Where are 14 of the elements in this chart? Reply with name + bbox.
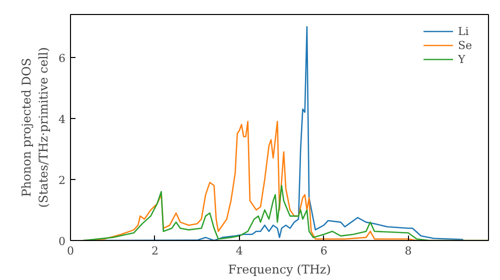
legend-label: Li <box>458 24 470 38</box>
x-axis-title: Frequency (THz) <box>228 262 331 276</box>
legend-label: Y <box>458 52 466 66</box>
x-tick-label: 6 <box>320 244 328 258</box>
y-tick-label: 0 <box>58 235 66 248</box>
y-axis-title: Phonon projected DOS (States/THz·primitive cell) <box>20 47 50 208</box>
x-tick-label: 4 <box>236 244 243 258</box>
legend-label: Se <box>458 38 474 52</box>
x-tick-label: 0 <box>67 244 74 258</box>
y-tick-label: 4 <box>58 112 66 126</box>
x-tick-label: 2 <box>151 244 158 258</box>
y-tick-label: 2 <box>58 174 66 187</box>
x-tick-label: 8 <box>404 244 412 258</box>
y-tick-label: 6 <box>58 52 66 65</box>
